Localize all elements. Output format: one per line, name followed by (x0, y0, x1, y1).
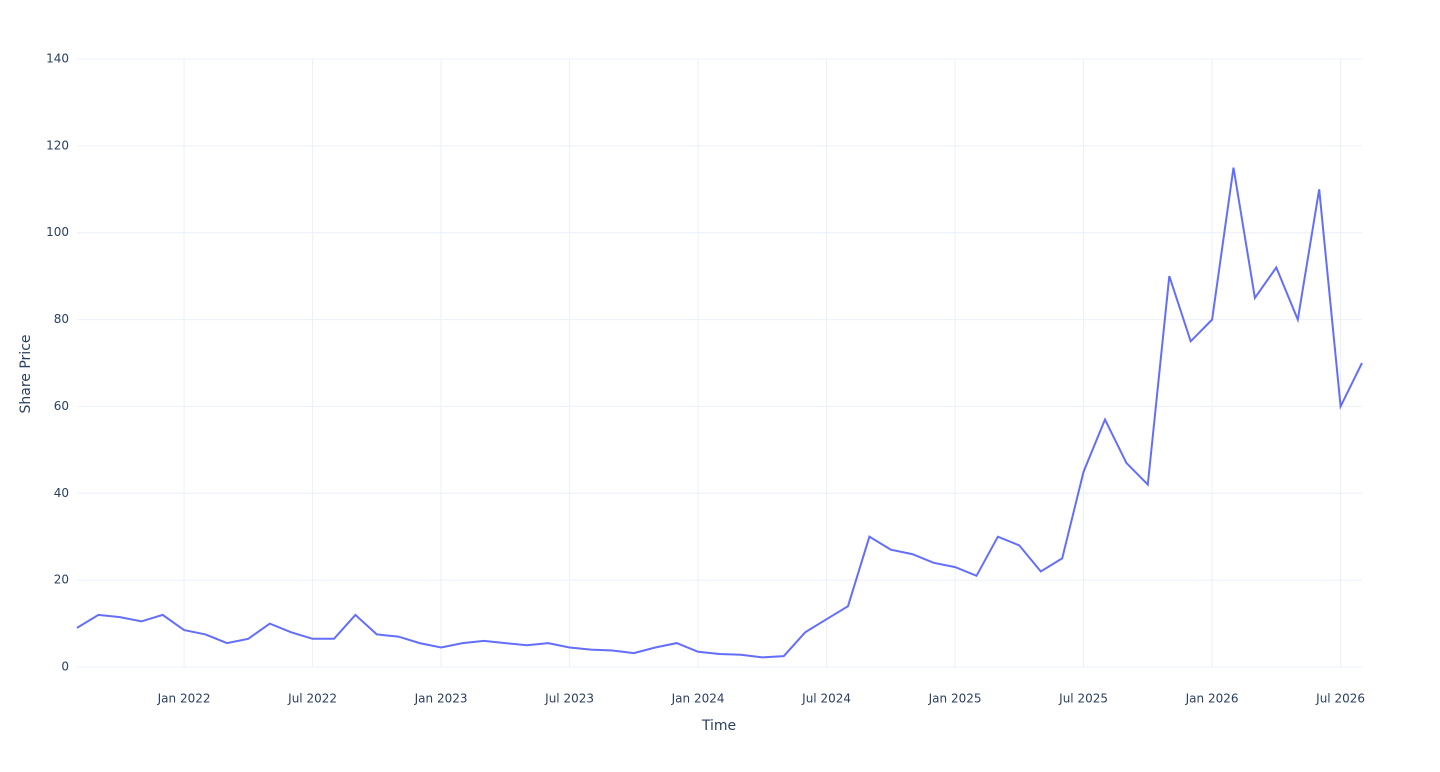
x-tick-label: Jul 2023 (544, 692, 594, 706)
y-tick-label: 60 (54, 399, 69, 413)
y-tick-label: 40 (54, 486, 69, 500)
x-tick-label: Jul 2022 (287, 692, 337, 706)
x-tick-label: Jan 2022 (157, 692, 211, 706)
y-tick-label: 80 (54, 312, 69, 326)
y-axis-title: Share Price (18, 334, 34, 413)
x-axis-title: Time (701, 718, 736, 734)
x-tick-label: Jan 2025 (928, 692, 982, 706)
x-tick-label: Jan 2023 (414, 692, 468, 706)
y-tick-label: 100 (46, 225, 69, 239)
y-tick-label: 120 (46, 138, 69, 152)
y-tick-label: 20 (54, 573, 69, 587)
y-tick-label: 0 (61, 660, 69, 674)
x-tick-label: Jul 2025 (1058, 692, 1108, 706)
x-tick-label: Jul 2024 (801, 692, 851, 706)
x-tick-label: Jul 2026 (1315, 692, 1365, 706)
x-tick-label: Jan 2026 (1185, 692, 1239, 706)
line (76, 167, 1363, 659)
x-tick-label: Jan 2024 (671, 692, 725, 706)
y-tick-label: 140 (46, 52, 69, 66)
